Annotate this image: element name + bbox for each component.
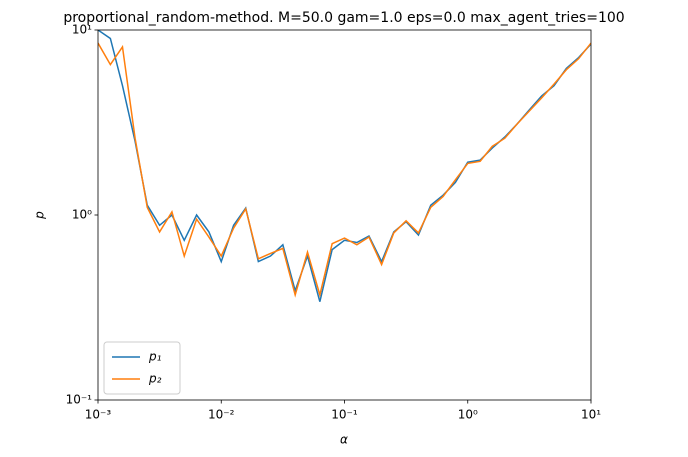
- legend-box: [103, 341, 181, 395]
- data-line: [98, 42, 591, 298]
- x-tick-label: 10¹: [581, 408, 601, 422]
- x-axis-label: α: [340, 433, 348, 447]
- x-tick-label: 10⁻¹: [331, 408, 358, 422]
- data-line: [98, 30, 591, 302]
- legend-label: p₁: [148, 350, 162, 364]
- y-axis-label: p: [33, 211, 47, 220]
- x-tick-label: 10⁻²: [208, 408, 235, 422]
- y-tick-label: 10⁻¹: [66, 393, 93, 407]
- y-tick-label: 10⁰: [72, 208, 92, 222]
- chart-title: proportional_random-method. M=50.0 gam=1…: [63, 10, 624, 26]
- x-tick-label: 10⁰: [458, 408, 478, 422]
- legend-label: p₂: [148, 372, 162, 386]
- y-tick-label: 10¹: [72, 23, 92, 37]
- x-tick-label: 10⁻³: [85, 408, 112, 422]
